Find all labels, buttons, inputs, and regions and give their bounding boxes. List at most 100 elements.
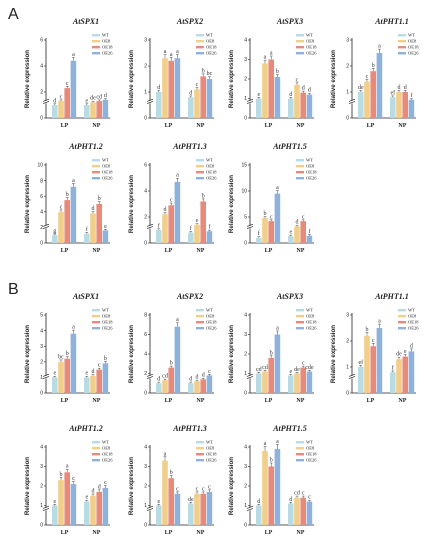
bar-np-wt bbox=[188, 232, 194, 243]
axis-break-mark bbox=[246, 373, 254, 377]
bar-lp-oe8 bbox=[58, 101, 64, 118]
legend-label: WT bbox=[306, 307, 313, 312]
legend-label: OE26 bbox=[306, 50, 317, 55]
bar-np-oe8 bbox=[294, 497, 300, 525]
significance-letter: a bbox=[378, 44, 381, 50]
bar-lp-oe26 bbox=[274, 334, 281, 393]
legend-label: WT bbox=[102, 307, 109, 312]
legend-swatch bbox=[296, 52, 304, 55]
bar-lp-wt bbox=[52, 235, 58, 243]
category-label: NP bbox=[296, 398, 304, 404]
significance-letter: b bbox=[202, 68, 205, 74]
y-tick-label: 4 bbox=[244, 313, 247, 319]
significance-letter: f bbox=[392, 364, 394, 371]
significance-letter: c bbox=[296, 77, 299, 83]
chart-title: AtSPX1 bbox=[72, 292, 99, 301]
significance-letter: d bbox=[92, 488, 95, 494]
bar-np-wt bbox=[84, 501, 90, 525]
significance-letter: ef bbox=[390, 89, 395, 96]
y-tick-label: 2 bbox=[40, 90, 43, 96]
significance-letter: d bbox=[257, 499, 260, 505]
y-tick-label: 3 bbox=[244, 332, 247, 338]
bar-np-oe18 bbox=[200, 76, 206, 118]
legend-swatch bbox=[92, 447, 100, 450]
axis-break-gap bbox=[147, 507, 217, 511]
bar-np-wt bbox=[84, 105, 90, 118]
bar-np-oe8 bbox=[396, 359, 402, 393]
bar-lp-oe18 bbox=[268, 221, 274, 243]
bar-lp-oe8 bbox=[162, 58, 168, 118]
bar-lp-oe8 bbox=[262, 450, 268, 525]
legend-label: OE8 bbox=[306, 163, 315, 168]
legend-label: OE8 bbox=[408, 313, 417, 318]
legend-swatch bbox=[92, 46, 100, 49]
y-tick-label: 3 bbox=[346, 313, 349, 319]
bar-lp-oe26 bbox=[274, 77, 281, 118]
legend-label: OE26 bbox=[102, 457, 113, 462]
significance-letter: d bbox=[289, 497, 292, 503]
significance-letter: c bbox=[208, 369, 211, 375]
legend-label: OE26 bbox=[102, 175, 113, 180]
y-tick-label: 5 bbox=[40, 313, 43, 319]
legend-swatch bbox=[196, 459, 204, 462]
category-label: LP bbox=[61, 530, 69, 536]
legend-swatch bbox=[398, 46, 406, 49]
bar-np-oe26 bbox=[102, 230, 109, 243]
legend-swatch bbox=[92, 171, 100, 174]
significance-letter: d bbox=[157, 85, 160, 91]
y-tick-label: 4 bbox=[40, 64, 43, 70]
y-tick-label: 1 bbox=[346, 90, 349, 96]
bar-lp-oe26 bbox=[274, 448, 281, 525]
category-label: LP bbox=[165, 123, 173, 129]
chart-title: AtSPX1 bbox=[72, 17, 99, 26]
bar-np-oe26 bbox=[102, 487, 109, 525]
y-tick-label: 1 bbox=[40, 503, 43, 509]
y-tick-label: 8 bbox=[40, 178, 43, 184]
axis-break-gap bbox=[247, 375, 317, 379]
legend-label: OE18 bbox=[408, 44, 419, 49]
axis-break-mark bbox=[146, 223, 154, 227]
legend-swatch bbox=[92, 327, 100, 330]
category-label: LP bbox=[61, 248, 69, 254]
legend-swatch bbox=[296, 459, 304, 462]
y-tick-label: 1 bbox=[40, 375, 43, 381]
axis-break-gap bbox=[247, 225, 317, 229]
legend-label: OE18 bbox=[206, 451, 217, 456]
significance-letter: b bbox=[270, 457, 273, 463]
y-axis-label: Relative expression bbox=[330, 50, 337, 108]
y-axis-label: Relative expression bbox=[24, 175, 31, 233]
significance-letter: a bbox=[276, 325, 279, 331]
axis-break-mark bbox=[246, 376, 254, 379]
legend-label: OE26 bbox=[206, 457, 217, 462]
legend-swatch bbox=[92, 34, 100, 37]
axis-break-mark bbox=[246, 505, 254, 509]
legend-label: WT bbox=[206, 157, 213, 162]
significance-letter: cd bbox=[294, 491, 300, 497]
category-label: LP bbox=[165, 248, 173, 254]
bar-lp-wt bbox=[256, 237, 262, 243]
significance-letter: de bbox=[396, 352, 402, 358]
y-tick-label: 4 bbox=[40, 328, 43, 334]
legend-swatch bbox=[92, 40, 100, 43]
bar-lp-oe26 bbox=[70, 484, 77, 525]
bar-np-wt bbox=[84, 233, 90, 243]
axis-break-mark bbox=[146, 376, 154, 379]
significance-letter: cde bbox=[305, 365, 314, 371]
chart-title: AtPHT1.2 bbox=[68, 424, 103, 433]
y-tick-label: 6 bbox=[144, 163, 147, 169]
chart-title: AtPHT1.1 bbox=[374, 17, 409, 26]
significance-letter: a bbox=[264, 441, 267, 447]
significance-letter: f bbox=[410, 92, 412, 99]
significance-letter: d bbox=[196, 375, 199, 381]
bar-np-oe18 bbox=[200, 201, 206, 243]
category-label: LP bbox=[265, 123, 273, 129]
significance-letter: a bbox=[72, 52, 75, 58]
axis-break-mark bbox=[348, 101, 356, 104]
significance-letter: e bbox=[53, 371, 56, 377]
axis-break-gap bbox=[43, 100, 113, 104]
y-axis-label: Relative expression bbox=[228, 457, 235, 515]
y-tick-label: 0 bbox=[144, 116, 147, 122]
bar-np-oe8 bbox=[294, 226, 300, 243]
legend-label: OE18 bbox=[102, 451, 113, 456]
